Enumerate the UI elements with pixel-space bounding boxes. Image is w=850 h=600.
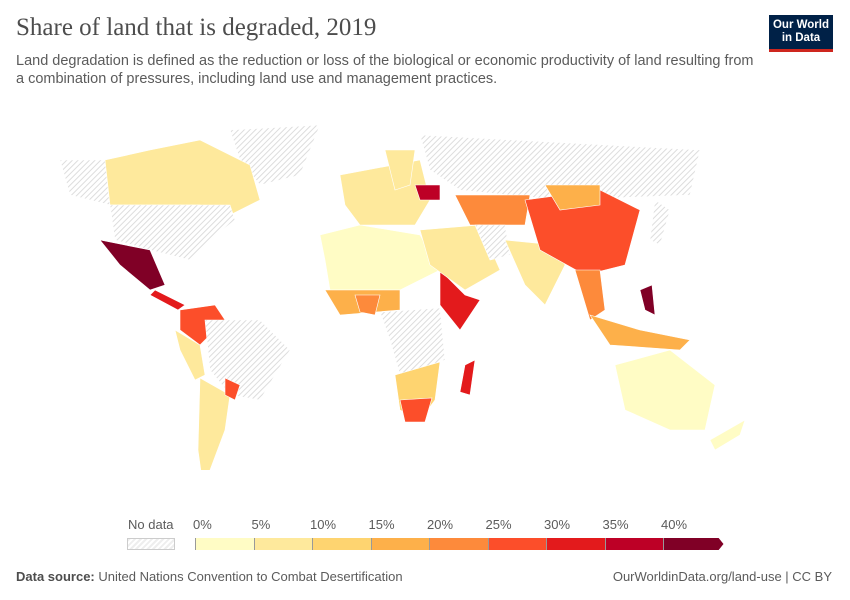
country-paraguay[interactable]: [224, 377, 241, 401]
country-southeast-asia[interactable]: [574, 269, 606, 321]
country-madagascar[interactable]: [459, 359, 476, 396]
country-south-africa[interactable]: [399, 397, 433, 423]
legend-bin: [195, 538, 254, 550]
legend-tick-label: 15%: [368, 517, 395, 532]
country-ukraine[interactable]: [414, 184, 441, 201]
data-source-text: United Nations Convention to Combat Dese…: [98, 569, 403, 584]
country-greenland[interactable]: [229, 124, 321, 186]
legend-tick-label: 5%: [251, 517, 271, 532]
legend-bin: [546, 538, 605, 550]
legend-bin: [429, 538, 488, 550]
legend-tick-label: 40%: [661, 517, 688, 532]
country-kazakhstan[interactable]: [454, 194, 531, 226]
legend-tick-label: 25%: [485, 517, 512, 532]
country-indonesia[interactable]: [589, 314, 691, 351]
subtitle: Land degradation is defined as the reduc…: [16, 53, 754, 87]
source-link[interactable]: OurWorldinData.org/land-use | CC BY: [612, 569, 832, 584]
world-map: [59, 124, 746, 470]
legend-no-data-label: No data: [128, 517, 174, 532]
legend-tick-label: 30%: [544, 517, 571, 532]
country-usa[interactable]: [109, 204, 236, 261]
country-japan[interactable]: [649, 199, 671, 246]
country-scandinavia[interactable]: [384, 149, 416, 191]
country-philippines[interactable]: [639, 284, 656, 316]
legend-no-data-swatch: [127, 538, 175, 550]
legend-bin: [253, 538, 312, 550]
data-source: Data source: United Nations Convention t…: [16, 569, 403, 584]
page-title: Share of land that is degraded, 2019: [16, 14, 377, 41]
country-europe[interactable]: [339, 159, 431, 226]
country-middle-east[interactable]: [419, 224, 501, 291]
legend-bin: [663, 538, 724, 550]
country-australia[interactable]: [614, 349, 716, 431]
country-southern-cone[interactable]: [197, 377, 231, 470]
owid-logo[interactable]: Our World in Data: [769, 15, 833, 52]
country-mexico[interactable]: [99, 239, 166, 291]
legend-bin: [487, 538, 546, 550]
country-new-zealand[interactable]: [709, 419, 746, 451]
country-nigeria[interactable]: [354, 294, 381, 316]
country-canada[interactable]: [104, 139, 261, 216]
country-iran[interactable]: [474, 224, 511, 261]
country-andes[interactable]: [174, 329, 206, 381]
country-north-africa[interactable]: [319, 224, 441, 291]
legend-bin: [370, 538, 429, 550]
data-source-label: Data source:: [16, 569, 95, 584]
country-mongolia[interactable]: [544, 184, 601, 211]
country-horn-of-africa[interactable]: [439, 269, 481, 331]
legend-tick-label: 35%: [602, 517, 629, 532]
legend-tick-label: 0%: [193, 517, 212, 532]
legend-bin: [604, 538, 663, 550]
country-alaska[interactable]: [59, 159, 111, 206]
legend-tick-label: 20%: [427, 517, 454, 532]
country-central-america[interactable]: [149, 289, 186, 311]
legend-tick-label: 10%: [310, 517, 337, 532]
legend: No data 0% 5% 10% 15% 20% 25% 30% 35% 40%: [125, 515, 735, 555]
legend-bin: [312, 538, 371, 550]
